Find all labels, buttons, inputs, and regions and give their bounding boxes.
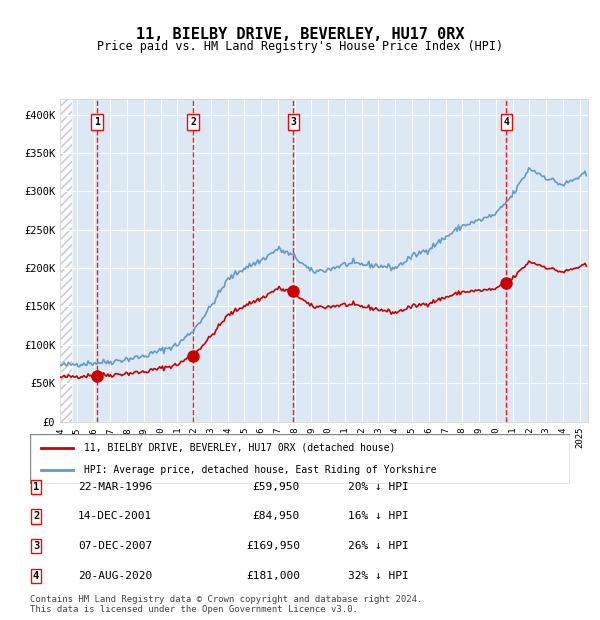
Text: £59,950: £59,950 [253,482,300,492]
Text: 4: 4 [503,117,509,126]
Text: HPI: Average price, detached house, East Riding of Yorkshire: HPI: Average price, detached house, East… [84,465,437,475]
Text: 26% ↓ HPI: 26% ↓ HPI [348,541,409,551]
Text: £84,950: £84,950 [253,512,300,521]
Text: 32% ↓ HPI: 32% ↓ HPI [348,571,409,581]
Text: £169,950: £169,950 [246,541,300,551]
Text: £181,000: £181,000 [246,571,300,581]
Text: Price paid vs. HM Land Registry's House Price Index (HPI): Price paid vs. HM Land Registry's House … [97,40,503,53]
Text: Contains HM Land Registry data © Crown copyright and database right 2024.: Contains HM Land Registry data © Crown c… [30,595,422,604]
Text: 2: 2 [190,117,196,126]
Text: This data is licensed under the Open Government Licence v3.0.: This data is licensed under the Open Gov… [30,604,358,614]
Text: 2: 2 [33,512,39,521]
Text: 22-MAR-1996: 22-MAR-1996 [78,482,152,492]
FancyBboxPatch shape [30,434,570,484]
Bar [60,99,72,422]
Text: 11, BIELBY DRIVE, BEVERLEY, HU17 0RX (detached house): 11, BIELBY DRIVE, BEVERLEY, HU17 0RX (de… [84,443,395,453]
Text: 3: 3 [290,117,296,126]
Text: 20-AUG-2020: 20-AUG-2020 [78,571,152,581]
Text: 1: 1 [94,117,100,126]
Text: 14-DEC-2001: 14-DEC-2001 [78,512,152,521]
Text: 07-DEC-2007: 07-DEC-2007 [78,541,152,551]
Text: 20% ↓ HPI: 20% ↓ HPI [348,482,409,492]
Text: 3: 3 [33,541,39,551]
Text: 11, BIELBY DRIVE, BEVERLEY, HU17 0RX: 11, BIELBY DRIVE, BEVERLEY, HU17 0RX [136,27,464,42]
Text: 1: 1 [33,482,39,492]
Text: 16% ↓ HPI: 16% ↓ HPI [348,512,409,521]
Text: 4: 4 [33,571,39,581]
